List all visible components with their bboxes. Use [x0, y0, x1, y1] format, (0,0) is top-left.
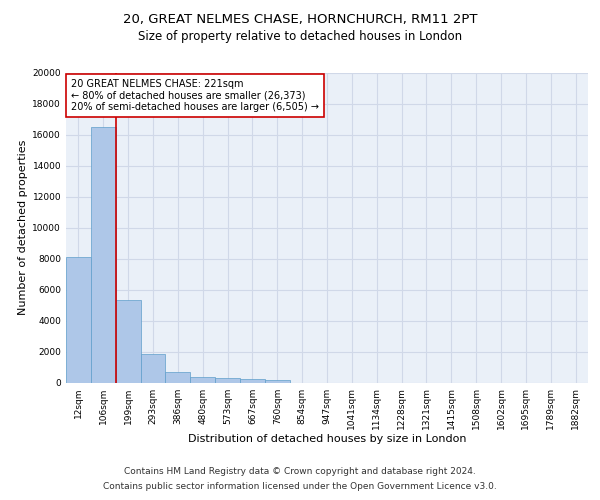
- Bar: [116, 300, 140, 382]
- Bar: [265, 380, 290, 382]
- X-axis label: Distribution of detached houses by size in London: Distribution of detached houses by size …: [188, 434, 466, 444]
- Text: Contains HM Land Registry data © Crown copyright and database right 2024.: Contains HM Land Registry data © Crown c…: [124, 467, 476, 476]
- Bar: [190, 377, 215, 382]
- Bar: [91, 126, 116, 382]
- Y-axis label: Number of detached properties: Number of detached properties: [18, 140, 28, 315]
- Bar: [166, 372, 190, 382]
- Text: Size of property relative to detached houses in London: Size of property relative to detached ho…: [138, 30, 462, 43]
- Bar: [240, 380, 265, 382]
- Bar: [66, 257, 91, 382]
- Bar: [215, 378, 240, 382]
- Text: Contains public sector information licensed under the Open Government Licence v3: Contains public sector information licen…: [103, 482, 497, 491]
- Bar: [140, 354, 166, 382]
- Text: 20 GREAT NELMES CHASE: 221sqm
← 80% of detached houses are smaller (26,373)
20% : 20 GREAT NELMES CHASE: 221sqm ← 80% of d…: [71, 78, 319, 112]
- Text: 20, GREAT NELMES CHASE, HORNCHURCH, RM11 2PT: 20, GREAT NELMES CHASE, HORNCHURCH, RM11…: [123, 12, 477, 26]
